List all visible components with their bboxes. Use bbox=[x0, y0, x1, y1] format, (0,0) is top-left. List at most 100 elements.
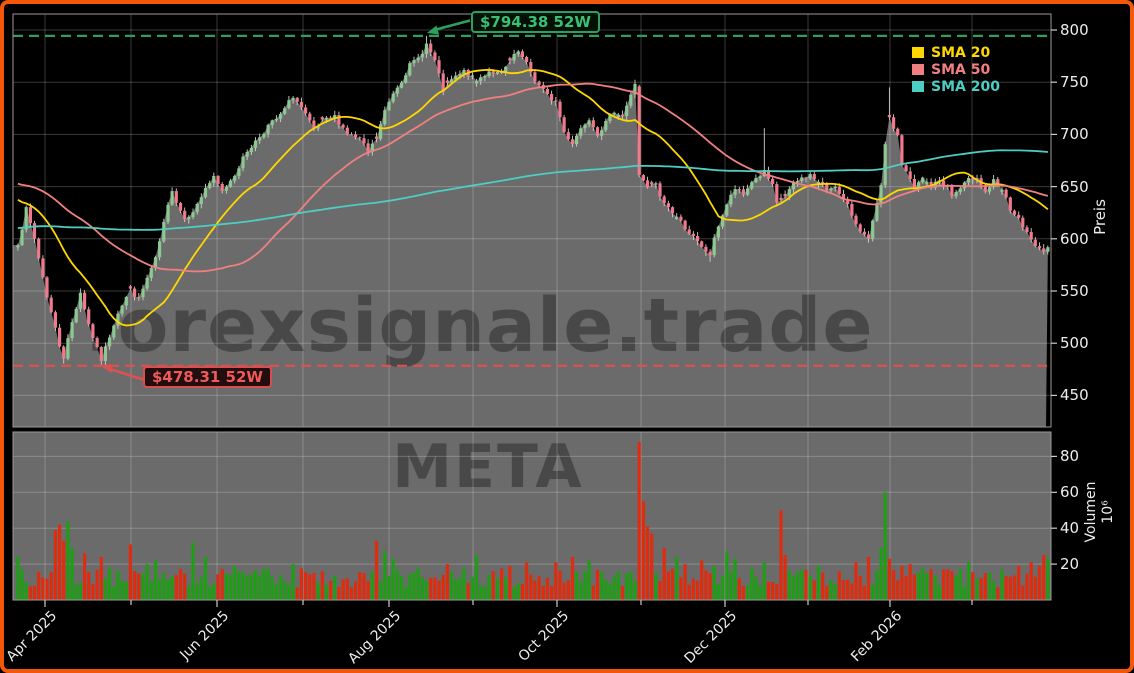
volume-bar bbox=[962, 586, 966, 600]
candle-body bbox=[804, 177, 808, 179]
candle-body bbox=[650, 182, 654, 185]
volume-bar bbox=[737, 578, 741, 600]
volume-bar bbox=[600, 571, 604, 600]
52w-low-arrowhead bbox=[100, 364, 113, 373]
candle-body bbox=[716, 226, 720, 238]
volume-bar bbox=[816, 565, 821, 600]
candle-body bbox=[854, 215, 858, 225]
candle-body bbox=[841, 194, 846, 200]
candle-body bbox=[370, 143, 374, 152]
candle-body bbox=[83, 292, 87, 310]
candle-body bbox=[224, 186, 228, 191]
candle-body bbox=[412, 60, 416, 64]
volume-bar bbox=[308, 574, 312, 600]
legend-swatch-icon bbox=[912, 47, 924, 58]
volume-bar bbox=[900, 565, 904, 600]
candle-body bbox=[291, 97, 295, 101]
candle-body bbox=[675, 216, 679, 219]
candle-body bbox=[199, 197, 203, 204]
candle-body bbox=[103, 346, 107, 361]
volume-plot-spine bbox=[12, 431, 1052, 601]
volume-bar bbox=[987, 572, 992, 600]
volume-bar bbox=[399, 576, 404, 600]
volume-bar bbox=[696, 580, 700, 600]
candle-body bbox=[537, 81, 541, 85]
candle-body bbox=[637, 86, 641, 176]
candle-body bbox=[1004, 189, 1008, 198]
candle-body bbox=[871, 220, 875, 239]
volume-bar bbox=[120, 580, 124, 600]
candle-body bbox=[279, 113, 283, 119]
candle-body bbox=[641, 175, 645, 181]
52w-high-arrowhead bbox=[427, 25, 439, 35]
volume-bar bbox=[975, 578, 979, 600]
candle-body bbox=[917, 182, 921, 189]
volume-bar bbox=[262, 567, 266, 600]
candle-body bbox=[633, 83, 637, 95]
volume-tick-label: 20 bbox=[1060, 555, 1080, 574]
candle-body bbox=[775, 184, 779, 203]
candle-body bbox=[87, 309, 91, 325]
candle-body bbox=[70, 322, 74, 339]
candle-body bbox=[120, 305, 124, 314]
candle-body bbox=[887, 115, 891, 118]
volume-bar bbox=[883, 492, 887, 600]
candlesticks bbox=[16, 35, 1050, 366]
volume-bar bbox=[1042, 555, 1046, 600]
volume-bar bbox=[433, 577, 437, 600]
candle-body bbox=[233, 176, 237, 181]
volume-bar bbox=[500, 568, 504, 600]
candle-body bbox=[892, 117, 896, 129]
candle-body bbox=[354, 134, 358, 138]
price-tick-label: 600 bbox=[1060, 229, 1089, 248]
volume-bar bbox=[654, 573, 658, 600]
volume-bar bbox=[658, 581, 662, 600]
price-tick-label: 550 bbox=[1060, 282, 1089, 300]
candle-body bbox=[216, 175, 220, 184]
volume-bar bbox=[616, 571, 620, 600]
candle-body bbox=[287, 100, 291, 109]
candle-body bbox=[762, 170, 766, 177]
volume-bar bbox=[187, 586, 191, 600]
volume-bar bbox=[996, 587, 1000, 600]
volume-bar bbox=[458, 577, 462, 600]
candle-body bbox=[654, 183, 658, 185]
volume-bar bbox=[504, 577, 508, 600]
52w-low-arrow bbox=[110, 368, 149, 383]
volume-bar bbox=[320, 571, 324, 600]
volume-bar bbox=[691, 578, 695, 600]
candle-body bbox=[295, 97, 299, 102]
volume-bar bbox=[124, 582, 128, 600]
candle-body bbox=[203, 188, 208, 198]
volume-bar bbox=[112, 586, 116, 600]
candle-body bbox=[954, 192, 958, 197]
candle-body bbox=[545, 89, 549, 94]
annotation-arrows bbox=[100, 19, 471, 383]
volume-bar bbox=[391, 558, 395, 600]
candle-body bbox=[900, 135, 904, 166]
candle-body bbox=[308, 113, 312, 121]
volume-bar bbox=[199, 576, 203, 600]
candle-body bbox=[49, 297, 53, 313]
candle-body bbox=[208, 183, 212, 188]
candle-body bbox=[796, 181, 800, 183]
candle-body bbox=[896, 128, 900, 136]
candle-body bbox=[283, 108, 287, 114]
volume-bar bbox=[687, 584, 691, 600]
volume-bar bbox=[249, 574, 253, 600]
volume-bar bbox=[495, 578, 499, 600]
volume-bar bbox=[479, 585, 483, 600]
volume-axis-title: Volumen 10⁶ bbox=[1083, 457, 1117, 567]
volume-bar bbox=[725, 551, 729, 600]
volume-bar bbox=[516, 583, 520, 600]
candle-body bbox=[904, 165, 908, 172]
candle-body bbox=[274, 118, 278, 121]
candle-body bbox=[971, 178, 975, 181]
candle-body bbox=[487, 71, 491, 76]
volume-bar bbox=[383, 551, 387, 600]
volume-bar bbox=[228, 574, 233, 600]
volume-bar bbox=[387, 576, 391, 600]
volume-bar bbox=[362, 573, 366, 600]
volume-bar bbox=[208, 586, 212, 600]
